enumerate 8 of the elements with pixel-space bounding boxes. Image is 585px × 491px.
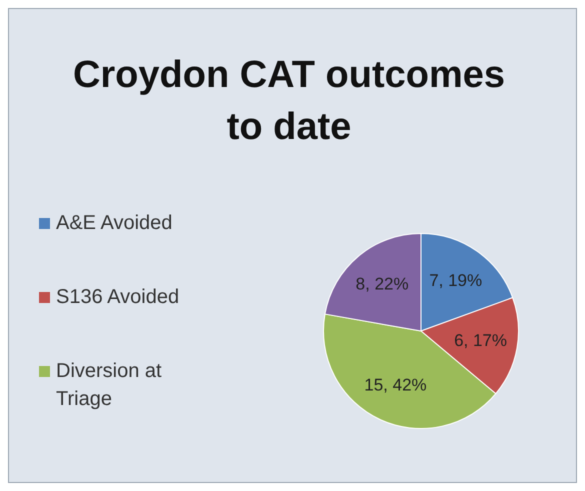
legend-label: A&E Avoided	[56, 211, 172, 236]
data-label: 7, 19%	[429, 271, 482, 290]
data-label: 15, 42%	[364, 375, 427, 394]
legend-label: Diversion at Triage	[56, 359, 163, 412]
data-label: 6, 17%	[454, 331, 507, 350]
chart-title: Croydon CAT outcomes to date	[72, 53, 506, 150]
legend-label: S136 Avoided	[56, 285, 180, 310]
data-label: 8, 22%	[356, 274, 409, 294]
